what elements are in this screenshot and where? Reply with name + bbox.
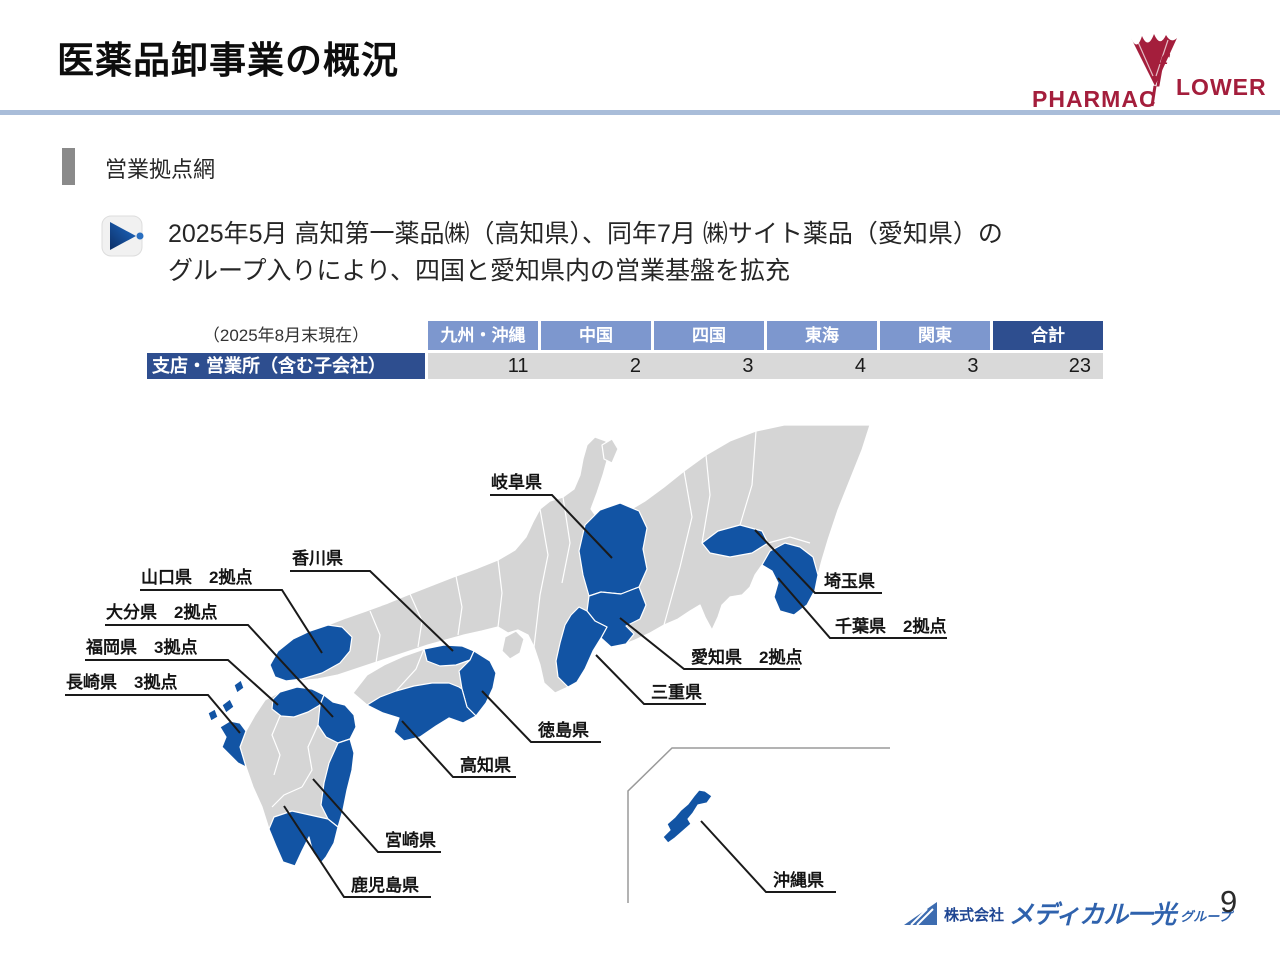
section-marker-bar xyxy=(62,148,75,185)
border-kansai-1 xyxy=(533,508,549,648)
pref-gifu xyxy=(578,502,648,597)
logo-text-pharmac: PHARMAC xyxy=(1032,86,1157,112)
map-label-tokushima: 徳島県 xyxy=(537,720,589,740)
col-header-chugoku: 中国 xyxy=(541,321,651,350)
callout-kagawa xyxy=(290,570,454,652)
map-label-gifu: 岐阜県 xyxy=(491,472,542,492)
col-header-kanto: 関東 xyxy=(880,321,990,350)
border-kyushu-3 xyxy=(271,786,303,808)
map-label-nagasaki: 長崎県 3拠点 xyxy=(66,672,177,692)
logo-text-lower: LOWER xyxy=(1176,74,1267,100)
callout-nagasaki xyxy=(65,694,241,734)
okinawa-inset-border xyxy=(627,747,890,903)
map-label-chiba: 千葉県 2拠点 xyxy=(835,616,946,636)
bullet-paragraph: 2025年5月 高知第一薬品㈱（高知県）、同年7月 ㈱サイト薬品（愛知県）の グ… xyxy=(168,216,1208,290)
value-chugoku: 2 xyxy=(629,355,641,377)
value-row: 11 2 3 4 3 23 xyxy=(428,353,1103,379)
callout-chiba xyxy=(777,577,947,639)
border-chugoku-3 xyxy=(455,575,463,636)
pref-nagasaki-island-2 xyxy=(233,679,245,694)
land-island-noto xyxy=(601,438,619,464)
flower-icon xyxy=(1131,34,1177,107)
map-label-okinawa: 沖縄県 xyxy=(773,870,824,890)
border-kyushu-1 xyxy=(271,715,281,776)
page-title: 医薬品卸事業の概況 xyxy=(57,40,399,81)
col-header-total: 合計 xyxy=(993,321,1103,350)
triangle-icon xyxy=(904,902,937,926)
callout-mie xyxy=(595,654,706,705)
callout-okinawa xyxy=(700,820,836,893)
map-label-yamaguchi: 山口県 2拠点 xyxy=(141,567,252,587)
col-header-tokai: 東海 xyxy=(767,321,877,350)
land-awaji xyxy=(501,630,525,660)
pref-yamaguchi xyxy=(269,624,353,682)
map-label-saitama: 埼玉県 xyxy=(824,571,875,591)
border-kansai-2 xyxy=(561,496,571,584)
callout-fukuoka xyxy=(85,659,279,706)
company-prefix: 株式会社 xyxy=(944,907,1005,924)
company-name: メディカル一光 xyxy=(1009,901,1176,929)
callout-yamaguchi xyxy=(140,589,323,654)
pref-mie xyxy=(555,606,608,688)
map-label-kochi: 高知県 xyxy=(460,755,511,775)
callout-tokushima xyxy=(481,690,601,743)
bullet-line-1: 2025年5月 高知第一薬品㈱（高知県）、同年7月 ㈱サイト薬品（愛知県）の xyxy=(168,220,1003,248)
arrow-bullet-icon xyxy=(101,215,144,257)
bullet-line-2: グループ入りにより、四国と愛知県内の営業基盤を拡充 xyxy=(168,257,791,285)
pharmacy-flower-logo: PHARMAC f LOWER xyxy=(1032,26,1266,112)
map-label-fukuoka: 福岡県 3拠点 xyxy=(85,637,197,657)
value-kanto: 3 xyxy=(967,355,979,377)
callout-kochi xyxy=(401,720,516,778)
pref-kagoshima xyxy=(268,810,339,867)
map-label-mie: 三重県 xyxy=(651,682,702,702)
company-suffix: グループ xyxy=(1180,909,1232,924)
col-header-shikoku: 四国 xyxy=(654,321,764,350)
border-chubu-1 xyxy=(663,470,693,626)
map-label-kagawa: 香川県 xyxy=(292,549,343,568)
pref-okinawa xyxy=(662,789,713,844)
border-kyushu-2 xyxy=(301,724,319,788)
table-asof-note: （2025年8月末現在） xyxy=(202,326,370,345)
border-chugoku-1 xyxy=(369,610,381,664)
callout-kagoshima xyxy=(283,805,431,898)
col-header-kyushu-okinawa: 九州・沖縄 xyxy=(428,321,538,350)
callout-saitama xyxy=(754,529,882,594)
border-shikoku-1 xyxy=(395,648,425,692)
company-logo: 株式会社 メディカル一光 グループ xyxy=(903,901,1232,929)
title-divider xyxy=(0,110,1280,115)
value-total: 23 xyxy=(1068,355,1091,377)
border-kanto-2 xyxy=(739,430,757,526)
callout-aichi xyxy=(619,617,800,670)
pref-nagasaki-island-3 xyxy=(207,708,219,722)
row-label: 支店・営業所（含む子会社） xyxy=(147,353,425,379)
map-label-kagoshima: 鹿児島県 xyxy=(351,875,419,895)
pref-kochi xyxy=(366,682,477,742)
value-tokai: 4 xyxy=(854,355,866,377)
border-chugoku-4 xyxy=(497,559,503,628)
callout-miyazaki xyxy=(312,778,441,853)
japan-map: 岐阜県 香川県 山口県 2拠点 大分県 2拠点 福岡県 3拠点 長崎県 3拠点 … xyxy=(50,424,960,930)
value-kyushu-okinawa: 11 xyxy=(507,355,529,377)
section-heading: 営業拠点網 xyxy=(105,157,216,182)
pref-miyazaki xyxy=(320,738,355,828)
page-number: 9 xyxy=(1220,884,1238,919)
value-shikoku: 3 xyxy=(742,355,754,377)
map-label-aichi: 愛知県 2拠点 xyxy=(691,647,802,667)
map-label-miyazaki: 宮崎県 xyxy=(385,830,436,850)
branch-table: （2025年8月末現在） 九州・沖縄 中国 四国 東海 関東 合計 支店・営業所… xyxy=(147,321,1103,379)
border-kanto-3 xyxy=(767,536,811,544)
map-label-oita: 大分県 2拠点 xyxy=(106,602,217,622)
callout-oita xyxy=(105,624,334,718)
border-kanto-1 xyxy=(701,454,711,544)
logo-script-f: f xyxy=(1156,47,1167,87)
pref-nagasaki-island-1 xyxy=(221,698,235,714)
pref-chiba xyxy=(761,542,819,616)
callout-gifu xyxy=(490,494,613,559)
